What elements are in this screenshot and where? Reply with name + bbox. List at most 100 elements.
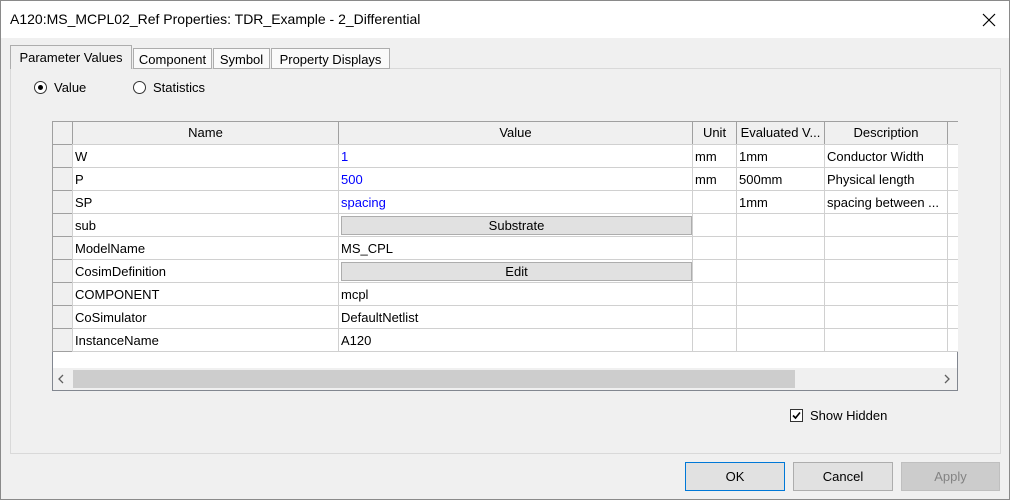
cell-text: mcpl [341,287,369,302]
cell-text: 500mm [739,172,783,187]
cell[interactable] [736,282,825,306]
cell-text: DefaultNetlist [341,310,419,325]
cell[interactable] [692,305,737,329]
cell[interactable] [692,282,737,306]
cell[interactable] [824,236,948,260]
cell-button[interactable]: Edit [341,262,692,281]
cell[interactable] [692,259,737,283]
cell[interactable]: mm [692,167,737,191]
tab[interactable]: Parameter Values [10,45,132,69]
column-header[interactable]: Name [72,121,339,145]
cell[interactable] [736,236,825,260]
cell-text: P [75,172,84,187]
cell[interactable]: Physical length [824,167,948,191]
cell-text: ModelName [75,241,146,256]
radio-button[interactable] [133,81,146,94]
radio-label[interactable]: Value [54,80,87,95]
window-title: A120:MS_MCPL02_Ref Properties: TDR_Examp… [10,11,421,27]
row-header[interactable] [52,305,73,329]
cell[interactable]: SP [72,190,339,214]
cell[interactable]: MS_CPL [338,236,693,260]
cell [947,259,958,283]
cell[interactable]: Conductor Width [824,144,948,168]
cell[interactable] [692,190,737,214]
cell-text: 1mm [739,149,768,164]
radio-label[interactable]: Statistics [153,80,206,95]
cell [947,328,958,352]
cell-text: 500 [341,172,363,187]
cell-button[interactable]: Substrate [341,216,692,235]
cell[interactable]: 500 [338,167,693,191]
row-header[interactable] [52,236,73,260]
cell[interactable] [824,259,948,283]
tab[interactable]: Symbol [213,48,270,69]
close-button[interactable] [982,13,996,27]
cell[interactable]: mm [692,144,737,168]
cell-text: Physical length [827,172,915,187]
cell[interactable] [736,213,825,237]
cell [947,282,958,306]
cell[interactable]: P [72,167,339,191]
row-header[interactable] [52,190,73,214]
cell[interactable]: Edit [338,259,693,283]
cell-text: SP [75,195,93,210]
cell[interactable] [736,259,825,283]
cell-text: mm [695,149,717,164]
dialog-button[interactable]: OK [685,462,785,491]
cell[interactable]: 500mm [736,167,825,191]
cell[interactable]: spacing between ... [824,190,948,214]
checkbox[interactable] [790,409,803,422]
title-bar: A120:MS_MCPL02_Ref Properties: TDR_Examp… [1,1,1009,38]
column-header[interactable]: Evaluated V... [736,121,825,145]
cell[interactable]: COMPONENT [72,282,339,306]
row-header[interactable] [52,213,73,237]
cell[interactable]: Substrate [338,213,693,237]
dialog-button[interactable]: Cancel [793,462,893,491]
cell[interactable]: ModelName [72,236,339,260]
column-header [947,121,958,145]
cell[interactable] [824,328,948,352]
cell[interactable]: CoSimulator [72,305,339,329]
cell[interactable]: DefaultNetlist [338,305,693,329]
cell-text: sub [75,218,96,233]
cell[interactable] [824,282,948,306]
column-header[interactable]: Description [824,121,948,145]
tab[interactable]: Property Displays [271,48,390,69]
cell[interactable] [692,328,737,352]
close-icon [982,13,996,27]
cell[interactable]: spacing [338,190,693,214]
cell-text: A120 [341,333,372,348]
cell[interactable] [824,213,948,237]
cell[interactable] [824,305,948,329]
tab[interactable]: Component [133,48,212,69]
cell [947,236,958,260]
checkbox-label[interactable]: Show Hidden [810,408,888,423]
radio-button[interactable] [34,81,47,94]
scrollbar[interactable] [53,368,957,390]
cell[interactable]: W [72,144,339,168]
row-header[interactable] [52,282,73,306]
cell[interactable]: 1mm [736,144,825,168]
cell-text: 1mm [739,195,768,210]
cell[interactable]: sub [72,213,339,237]
cell-text: spacing [341,195,386,210]
cell[interactable]: InstanceName [72,328,339,352]
column-header[interactable]: Value [338,121,693,145]
cell[interactable]: CosimDefinition [72,259,339,283]
cell[interactable] [692,236,737,260]
cell[interactable] [736,305,825,329]
row-header[interactable] [52,259,73,283]
cell[interactable]: 1mm [736,190,825,214]
cell[interactable]: A120 [338,328,693,352]
cell[interactable]: mcpl [338,282,693,306]
row-header[interactable] [52,328,73,352]
cell[interactable] [736,328,825,352]
cell[interactable]: 1 [338,144,693,168]
row-header[interactable] [52,167,73,191]
cell-text: mm [695,172,717,187]
row-header[interactable] [52,144,73,168]
column-header[interactable]: Unit [692,121,737,145]
cell[interactable] [692,213,737,237]
